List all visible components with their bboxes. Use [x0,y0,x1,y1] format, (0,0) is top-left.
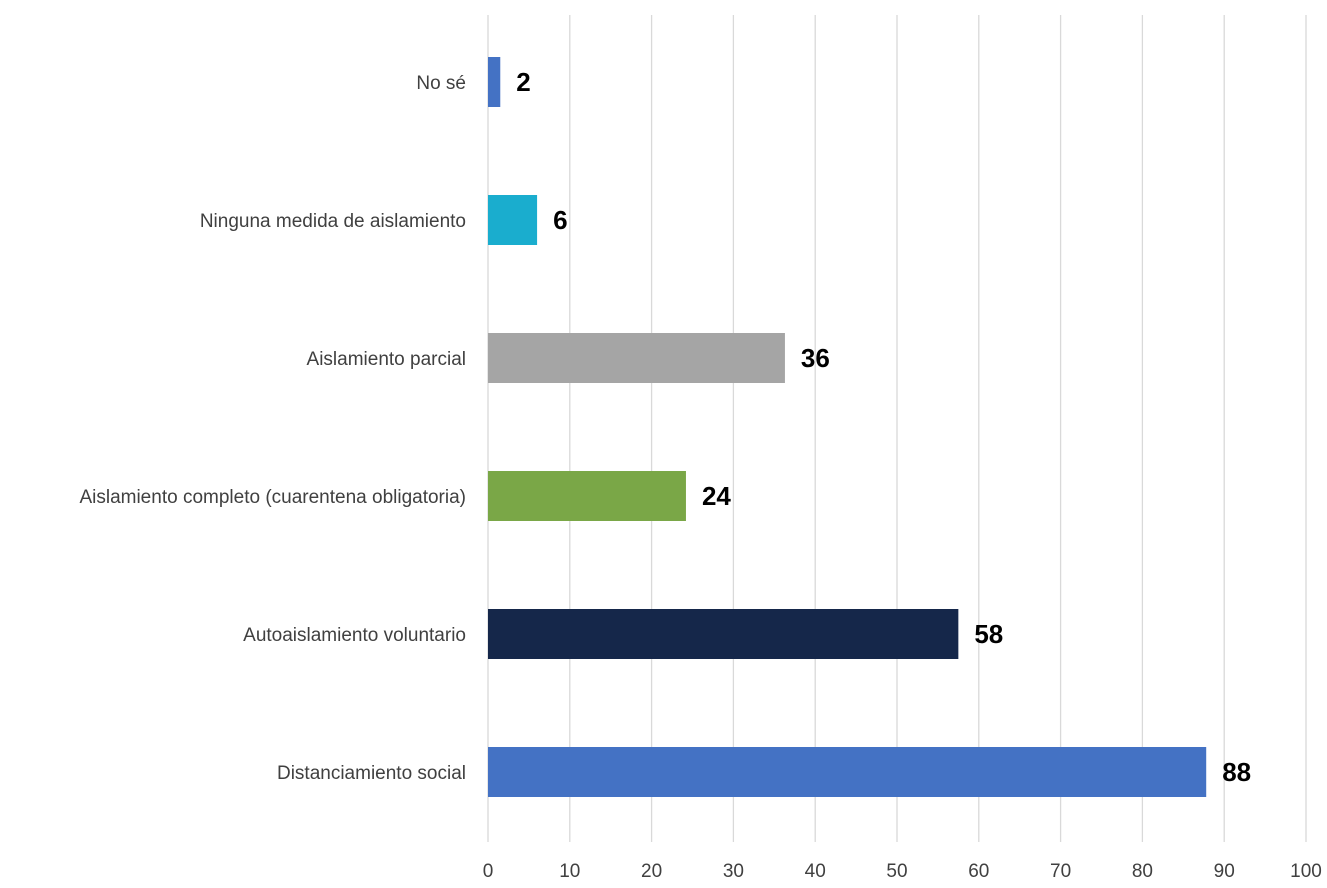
data-label: 36 [801,343,830,373]
bar [488,333,785,383]
x-tick-label: 90 [1214,861,1235,882]
x-tick-label: 40 [805,861,826,882]
bar [488,609,959,659]
x-tick-label: 30 [723,861,744,882]
category-label: Aislamiento completo (cuarentena obligat… [79,487,466,508]
bars [488,57,1207,797]
data-label: 6 [553,205,567,235]
x-tick-label: 20 [641,861,662,882]
x-axis-tick-labels: 0 10 20 30 40 50 60 70 80 90 100 [483,861,1322,882]
category-label: Ninguna medida de aislamiento [200,211,466,232]
x-tick-label: 0 [483,861,494,882]
bar [488,471,686,521]
bar [488,747,1207,797]
data-label: 58 [974,619,1003,649]
value-labels: 2 6 36 24 58 88 [516,67,1251,787]
category-label: Distanciamiento social [277,763,466,784]
data-label: 2 [516,67,530,97]
x-tick-label: 50 [886,861,907,882]
category-label: No sé [416,73,466,94]
category-label: Autoaislamiento voluntario [243,625,466,646]
category-label: Aislamiento parcial [307,349,466,370]
x-tick-label: 10 [559,861,580,882]
x-tick-label: 80 [1132,861,1153,882]
x-tick-label: 70 [1050,861,1071,882]
data-label: 24 [702,481,731,511]
bar [488,57,501,107]
category-labels: No sé Ninguna medida de aislamiento Aislam… [79,73,466,784]
bar [488,195,538,245]
data-label: 88 [1222,757,1251,787]
x-tick-label: 100 [1290,861,1322,882]
gridlines [487,15,1307,842]
x-tick-label: 60 [968,861,989,882]
